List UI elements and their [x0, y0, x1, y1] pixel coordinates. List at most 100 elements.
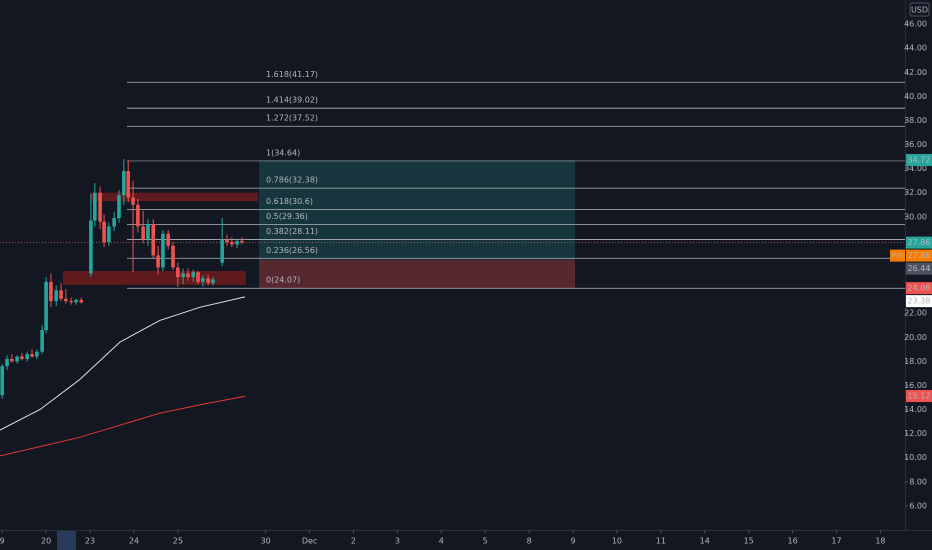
- candle-body: [15, 356, 19, 362]
- x-tick-label: 23: [85, 537, 95, 546]
- candle-body: [79, 299, 84, 303]
- candle-body: [156, 255, 160, 268]
- candle-body: [102, 221, 106, 243]
- candle-body: [69, 301, 73, 303]
- price-badge-label: 23.38: [908, 297, 931, 306]
- candle-body: [235, 240, 239, 245]
- candle-body: [0, 366, 4, 396]
- x-tick-label: 24: [129, 537, 139, 546]
- fib-label: 1.618(41.17): [266, 70, 318, 79]
- candle-body: [5, 358, 9, 367]
- fib-label: 0.786(32.38): [266, 176, 318, 185]
- y-tick-label: 32.00: [904, 188, 927, 197]
- zone: [63, 271, 246, 285]
- candle-body: [141, 226, 145, 240]
- fib-label: 1(34.64): [266, 148, 300, 157]
- candle-body: [171, 245, 175, 268]
- fib-label: 0.5(29.36): [266, 212, 308, 221]
- price-badge-label: 27.86: [908, 238, 931, 247]
- price-badge: [906, 295, 932, 308]
- candle-body: [206, 278, 210, 284]
- candle-body: [176, 267, 180, 278]
- position-stop: [259, 259, 575, 289]
- fib-label: 0.618(30.6): [266, 197, 313, 206]
- candle-body: [186, 273, 190, 278]
- y-tick-label: 46.00: [904, 20, 927, 29]
- fib-label: 0.382(28.11): [266, 227, 318, 236]
- candle-body: [10, 358, 14, 362]
- price-badge-label: 34.72: [908, 155, 931, 164]
- candle-body: [230, 242, 234, 245]
- y-tick-label: 18.00: [904, 357, 927, 366]
- candle-body: [59, 290, 63, 299]
- x-tick-label: Dec: [302, 537, 317, 546]
- candle-body: [35, 351, 39, 357]
- candle-body: [181, 273, 185, 278]
- crosshair-highlight: [57, 531, 76, 550]
- candle-body: [64, 298, 68, 302]
- candle-body: [98, 192, 102, 222]
- fib-label: 0(24.07): [266, 276, 300, 285]
- y-tick-label: 36.00: [904, 140, 927, 149]
- x-tick-label: 20: [41, 537, 51, 546]
- x-tick-label: 9: [0, 537, 5, 546]
- price-badge-label: 15.12: [908, 392, 931, 401]
- x-tick-label: 11: [656, 537, 666, 546]
- price-badge: [906, 390, 932, 403]
- x-tick-label: 2: [351, 537, 356, 546]
- price-badge-label: 26.44: [908, 264, 931, 273]
- y-tick-label: 14.00: [904, 405, 927, 414]
- candle-body: [44, 281, 48, 331]
- candle-body: [146, 224, 150, 240]
- y-tick-label: 44.00: [904, 44, 927, 53]
- plot-area: 1.618(41.17) 1.414(39.02) 1.272(37.52) 1(34…: [0, 70, 905, 457]
- x-tick-label: 18: [875, 537, 885, 546]
- x-tick-label: 16: [787, 537, 797, 546]
- candle-body: [49, 281, 53, 302]
- price-badge-name-box: [890, 249, 905, 262]
- price-badge: [906, 282, 932, 295]
- y-tick-label: 16.00: [904, 381, 927, 390]
- candle-body: [151, 224, 156, 256]
- candle-body: [74, 299, 78, 303]
- candle-body: [166, 233, 170, 246]
- candle-body: [89, 220, 93, 274]
- y-tick-label: 12.00: [904, 429, 927, 438]
- candle-body: [25, 354, 30, 359]
- currency-box: [909, 2, 930, 17]
- candle-body: [196, 272, 200, 282]
- price-badge-label: 27.86: [908, 251, 931, 260]
- candle-body: [220, 239, 224, 263]
- candle-body: [122, 171, 126, 196]
- y-tick-label: 38.00: [904, 116, 927, 125]
- x-tick-label: 4: [439, 537, 444, 546]
- moving-average: [0, 395, 246, 457]
- moving-average: [0, 296, 246, 431]
- fib-label: 0.236(26.56): [266, 246, 318, 255]
- fib-label: 1.414(39.02): [266, 96, 318, 105]
- x-tick-label: 9: [570, 537, 575, 546]
- x-tick-label: 15: [744, 537, 754, 546]
- candle-body: [30, 354, 34, 357]
- candle-body: [20, 356, 24, 359]
- x-tick-label: 5: [483, 537, 488, 546]
- x-tick-label: 8: [527, 537, 532, 546]
- candle-body: [240, 240, 244, 243]
- candle-body: [225, 239, 229, 243]
- candle-body: [112, 218, 116, 227]
- y-tick-label: 20.00: [904, 333, 927, 342]
- zone: [90, 192, 258, 202]
- y-tick-label: 8.00: [909, 477, 927, 486]
- fib-label: 1.272(37.52): [266, 114, 318, 123]
- candle-body: [131, 197, 135, 205]
- y-tick-label: 30.00: [904, 212, 927, 221]
- price-badge-label: 24.08: [908, 284, 931, 293]
- x-tick-label: 17: [831, 537, 841, 546]
- y-tick-label: 42.00: [904, 68, 927, 77]
- candle-body: [126, 171, 131, 198]
- candle-body: [117, 195, 121, 219]
- candle-body: [161, 233, 165, 268]
- x-tick-label: 10: [612, 537, 622, 546]
- y-tick-label: 40.00: [904, 92, 927, 101]
